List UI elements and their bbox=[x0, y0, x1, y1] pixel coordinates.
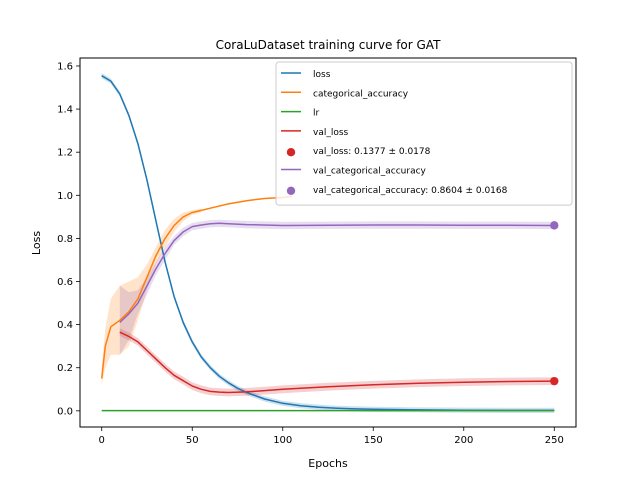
x-tick-label: 100 bbox=[273, 435, 292, 446]
legend-item: categorical_accuracy bbox=[281, 89, 409, 99]
y-tick-label: 0.4 bbox=[57, 320, 73, 331]
x-tick-label: 150 bbox=[364, 435, 383, 446]
legend-label: loss bbox=[313, 70, 331, 80]
series-line-categorical-accuracy bbox=[100, 195, 292, 379]
axis-ticks: 0 50 100 150 200 250 0.0 0.2 0.4 0.6 0.8 1.0 1.2 1.4 1… bbox=[57, 61, 564, 446]
series-band-val-loss bbox=[119, 328, 555, 397]
series-line-loss bbox=[101, 75, 555, 412]
x-tick-label: 250 bbox=[545, 435, 564, 446]
chart-title: CoraLuDataset training curve for GAT bbox=[216, 38, 442, 52]
x-tick-label: 200 bbox=[454, 435, 473, 446]
legend-label: lr bbox=[313, 109, 320, 119]
y-tick-label: 1.4 bbox=[57, 105, 73, 116]
marker-point-val-loss bbox=[550, 376, 559, 386]
legend-item: lr bbox=[281, 109, 320, 119]
y-tick-label: 0.8 bbox=[57, 234, 73, 245]
plot-area bbox=[100, 73, 559, 413]
legend-swatch bbox=[286, 186, 296, 195]
legend-item: loss bbox=[281, 70, 331, 80]
axes-frame bbox=[79, 57, 577, 428]
legend-item: val_loss: 0.1377 ± 0.0178 bbox=[286, 147, 431, 157]
legend-label: val_loss bbox=[313, 128, 349, 138]
series-line-val-loss bbox=[119, 331, 555, 394]
legend-item: val_categorical_accuracy: 0.8604 ± 0.016… bbox=[286, 186, 508, 196]
y-tick-label: 1.0 bbox=[57, 191, 73, 202]
legend-label: val_categorical_accuracy: 0.8604 ± 0.016… bbox=[313, 186, 508, 196]
y-tick-label: 0.0 bbox=[57, 406, 73, 417]
legend-swatch bbox=[286, 148, 296, 157]
legend-box bbox=[275, 61, 573, 206]
y-axis-label: Loss bbox=[30, 231, 43, 255]
x-tick-label: 0 bbox=[99, 435, 105, 446]
y-tick-label: 1.2 bbox=[57, 148, 73, 159]
legend-item: val_loss bbox=[281, 128, 349, 138]
series-line-val-categorical-accuracy bbox=[119, 222, 555, 324]
y-tick-label: 0.2 bbox=[57, 363, 73, 374]
legend-label: val_loss: 0.1377 ± 0.0178 bbox=[313, 147, 431, 157]
series-band-categorical-accuracy bbox=[101, 208, 202, 385]
legend-label: val_categorical_accuracy bbox=[313, 167, 427, 177]
marker-point-val-categorical-accuracy bbox=[550, 221, 559, 230]
y-tick-label: 1.6 bbox=[57, 61, 73, 72]
legend-item: val_categorical_accuracy bbox=[281, 167, 427, 177]
x-axis-label: Epochs bbox=[308, 457, 348, 470]
x-tick-label: 50 bbox=[186, 435, 199, 446]
y-tick-label: 0.6 bbox=[57, 277, 73, 288]
legend-label: categorical_accuracy bbox=[313, 89, 409, 99]
